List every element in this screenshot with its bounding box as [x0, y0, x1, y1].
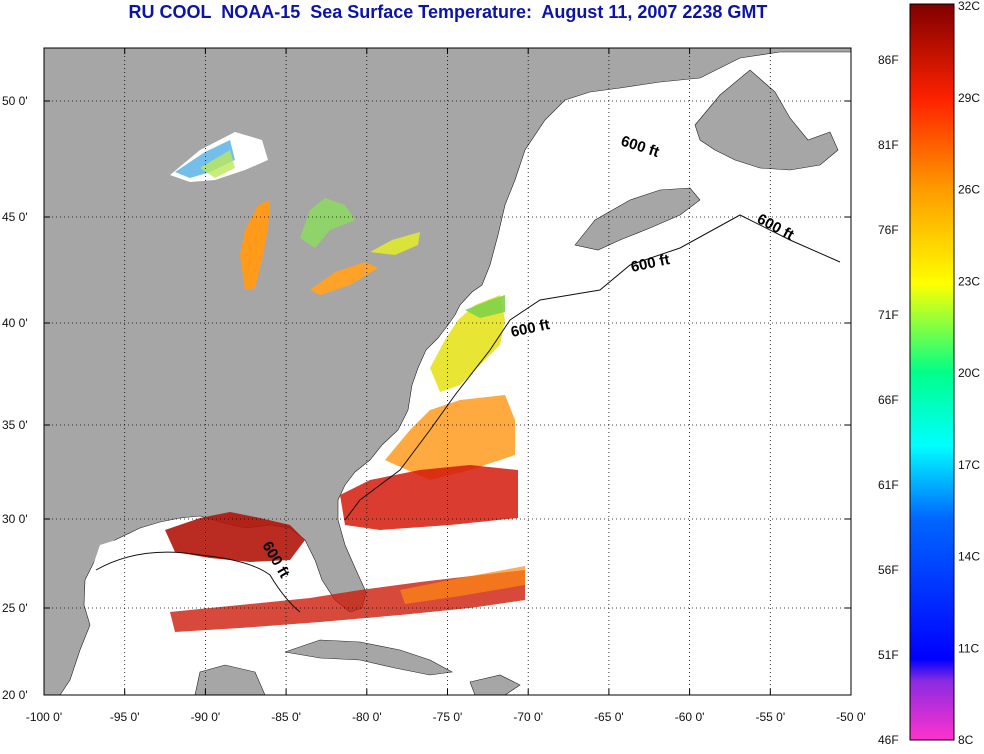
- land-nova-scotia: [574, 187, 701, 251]
- colorbar-celsius-label: 11C: [958, 641, 979, 655]
- colorbar-fahrenheit-label: 56F: [878, 563, 899, 577]
- lat-axis: 50 0' 45 0' 40 0' 35 0' 30 0' 25 0' 20 0': [2, 94, 851, 702]
- colorbar-fahrenheit-label: 71F: [878, 308, 899, 322]
- land-hispaniola: [469, 674, 521, 695]
- lake-superior-sst: [175, 140, 235, 178]
- land-cuba: [284, 639, 453, 676]
- colorbar-gradient: [909, 3, 955, 741]
- colorbar-fahrenheit-label: 46F: [878, 733, 899, 747]
- colorbar-fahrenheit-label: 86F: [878, 53, 899, 67]
- lake-superior-sst-warm: [200, 150, 235, 178]
- colorbar-celsius-label: 29C: [958, 91, 980, 105]
- sst-mid-atlantic: [430, 295, 505, 392]
- colorbar-fahrenheit-label: 61F: [878, 478, 899, 492]
- lat-tick-label: 20 0': [2, 688, 28, 702]
- lon-tick-label: -100 0': [26, 710, 62, 724]
- lon-tick-label: -70 0': [513, 710, 543, 724]
- lon-tick-label: -50 0': [836, 710, 866, 724]
- lat-tick-label: 25 0': [2, 601, 28, 615]
- lake-ontario: [370, 232, 420, 255]
- colorbar-celsius-label: 26C: [958, 183, 980, 197]
- colorbar-celsius-label: 20C: [958, 366, 980, 380]
- colorbar-ticks: 32C 29C 26C 23C 20C 17C 14C 11C 8C 86F 81F 76F 71F 66…: [878, 0, 980, 747]
- lon-tick-label: -85 0': [271, 710, 301, 724]
- colorbar-celsius-label: 8C: [958, 733, 974, 747]
- lat-tick-label: 35 0': [2, 418, 28, 432]
- map-plot-area: [44, 48, 851, 695]
- colorbar-fahrenheit-label: 66F: [878, 393, 899, 407]
- lon-tick-label: -80 0': [352, 710, 382, 724]
- lat-tick-label: 40 0': [2, 316, 28, 330]
- isobath-600ft-line: [95, 214, 841, 613]
- lon-axis: -100 0' -95 0' -90 0' -85 0' -80 0' -75 0' -70…: [26, 48, 866, 724]
- map-title: RU COOL NOAA-15 Sea Surface Temperature:…: [128, 2, 768, 22]
- colorbar-celsius-label: 17C: [958, 458, 980, 472]
- lon-tick-label: -60 0': [675, 710, 705, 724]
- colorbar-fahrenheit-label: 51F: [878, 648, 899, 662]
- lake-erie: [310, 262, 378, 295]
- grid-lines: [44, 48, 851, 695]
- colorbar-celsius-label: 32C: [958, 0, 980, 13]
- lake-michigan: [240, 200, 270, 290]
- land-newfoundland: [694, 69, 839, 171]
- land-yucatan: [194, 664, 266, 695]
- lake-huron: [300, 198, 355, 248]
- lon-tick-label: -95 0': [110, 710, 140, 724]
- sst-southeast: [385, 395, 515, 480]
- lon-tick-label: -90 0': [191, 710, 221, 724]
- colorbar-celsius-label: 23C: [958, 274, 980, 288]
- colorbar-fahrenheit-label: 81F: [878, 138, 899, 152]
- lat-tick-label: 30 0': [2, 512, 28, 526]
- colorbar-fahrenheit-label: 76F: [878, 223, 899, 237]
- lat-tick-label: 45 0': [2, 210, 28, 224]
- lon-tick-label: -75 0': [433, 710, 463, 724]
- colorbar: 32C 29C 26C 23C 20C 17C 14C 11C 8C 86F 81F 76F 71F 66…: [878, 0, 980, 747]
- sst-gulf: [165, 512, 305, 562]
- lon-tick-label: -65 0': [594, 710, 624, 724]
- sst-new-england: [465, 295, 505, 318]
- colorbar-celsius-label: 14C: [958, 550, 980, 564]
- land-north-america: [44, 48, 851, 695]
- lat-tick-label: 50 0': [2, 94, 28, 108]
- sst-bahamas: [400, 566, 525, 604]
- lon-tick-label: -55 0': [755, 710, 785, 724]
